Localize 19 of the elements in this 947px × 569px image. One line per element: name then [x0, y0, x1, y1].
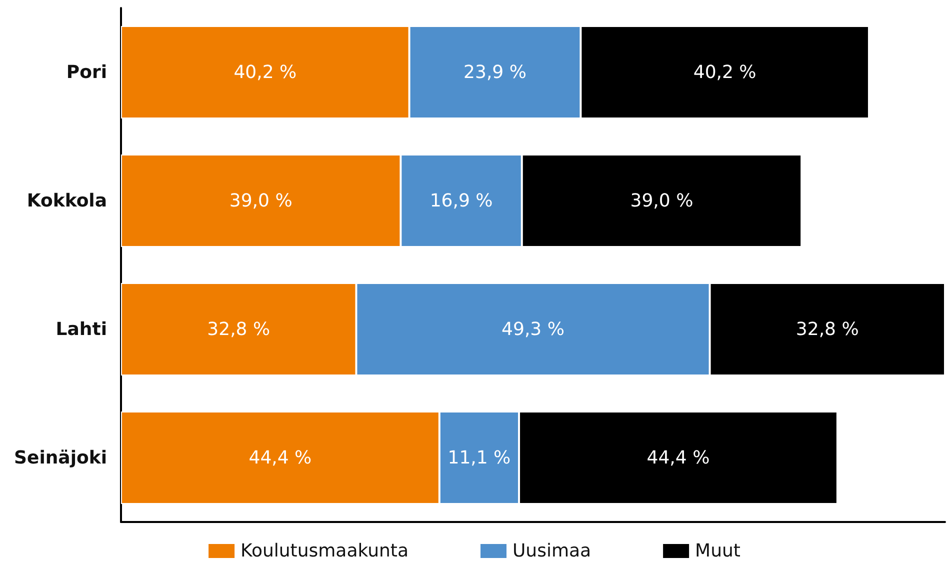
y-tick-label: Seinäjoki — [14, 447, 107, 468]
legend-label: Muut — [695, 540, 740, 562]
y-tick-label: Kokkola — [26, 190, 107, 212]
legend-label: Koulutusmaakunta — [240, 540, 408, 562]
data-label: 32,8 % — [207, 318, 270, 340]
data-label: 44,4 % — [248, 447, 312, 468]
data-label: 44,4 % — [646, 447, 710, 468]
data-label: 11,1 % — [448, 447, 511, 468]
data-label: 32,8 % — [796, 318, 859, 340]
data-label: 49,3 % — [502, 318, 564, 340]
y-tick-label: Pori — [66, 62, 107, 83]
data-label: 40,2 % — [234, 62, 297, 83]
data-label: 40,2 % — [693, 62, 756, 83]
legend-label: Uusimaa — [512, 540, 592, 562]
data-label: 23,9 % — [464, 62, 526, 83]
y-tick-label: Lahti — [56, 318, 107, 340]
data-label: 39,0 % — [229, 190, 292, 212]
data-label: 39,0 % — [630, 190, 694, 212]
data-label: 16,9 % — [430, 190, 493, 212]
